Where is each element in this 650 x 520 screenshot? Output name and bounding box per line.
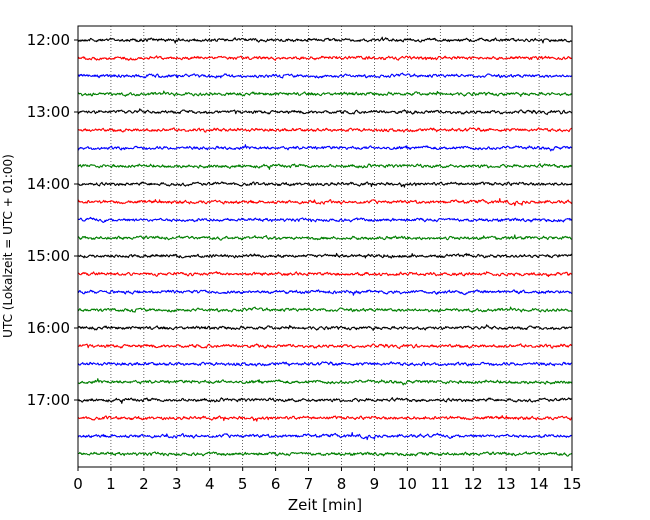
trace-line: [77, 216, 573, 224]
x-tick-label: 1: [106, 475, 116, 493]
y-tick-label: 14:00: [27, 175, 70, 193]
y-tick-label: 12:00: [27, 31, 70, 49]
y-tick-label: 16:00: [27, 319, 70, 337]
trace-line: [77, 451, 573, 457]
x-tick-label: 4: [205, 475, 215, 493]
x-axis: 0 1 2 3 4 5 6 7 8 9 10 11 12 13 14 15: [73, 467, 582, 493]
trace-line: [77, 252, 573, 259]
trace-line: [77, 72, 573, 79]
trace-line: [77, 90, 573, 97]
trace-line: [77, 324, 573, 331]
x-axis-label: Zeit [min]: [288, 496, 362, 514]
y-tick-label: 15:00: [27, 247, 70, 265]
x-tick-label: 7: [304, 475, 314, 493]
trace-line: [77, 181, 573, 188]
y-tick-label: 17:00: [27, 391, 70, 409]
trace-line: [77, 306, 573, 313]
trace-line: [77, 271, 572, 278]
x-tick-label: 6: [271, 475, 281, 493]
trace-line: [77, 163, 573, 170]
trace-line: [77, 397, 573, 404]
trace-line: [77, 108, 572, 116]
x-tick-label: 11: [431, 475, 450, 493]
x-tick-label: 2: [139, 475, 149, 493]
trace-line: [77, 127, 572, 133]
x-tick-label: 15: [562, 475, 581, 493]
trace-line: [77, 343, 572, 350]
trace-line: [77, 378, 573, 386]
trace-line: [77, 289, 573, 296]
x-tick-label: 5: [238, 475, 248, 493]
trace-line: [77, 198, 573, 207]
x-tick-label: 0: [73, 475, 83, 493]
trace-line: [77, 431, 573, 441]
x-tick-label: 9: [370, 475, 380, 493]
trace-line: [77, 55, 572, 61]
y-tick-label: 13:00: [27, 103, 70, 121]
x-tick-label: 14: [530, 475, 549, 493]
x-tick-label: 10: [398, 475, 417, 493]
trace-line: [77, 415, 573, 422]
x-tick-label: 8: [337, 475, 347, 493]
traces: [77, 36, 573, 457]
y-axis-label: UTC (Lokalzeit = UTC + 01:00): [1, 154, 15, 338]
trace-line: [77, 234, 572, 241]
trace-line: [77, 36, 573, 44]
plot-background: [78, 26, 572, 467]
y-axis: 12:00 13:00 14:00 15:00 16:00 17:00: [27, 31, 78, 409]
x-tick-label: 13: [497, 475, 516, 493]
x-tick-label: 3: [172, 475, 182, 493]
x-tick-label: 12: [464, 475, 483, 493]
trace-line: [77, 144, 572, 152]
plot-frame: [77, 25, 573, 468]
trace-line: [77, 361, 573, 367]
